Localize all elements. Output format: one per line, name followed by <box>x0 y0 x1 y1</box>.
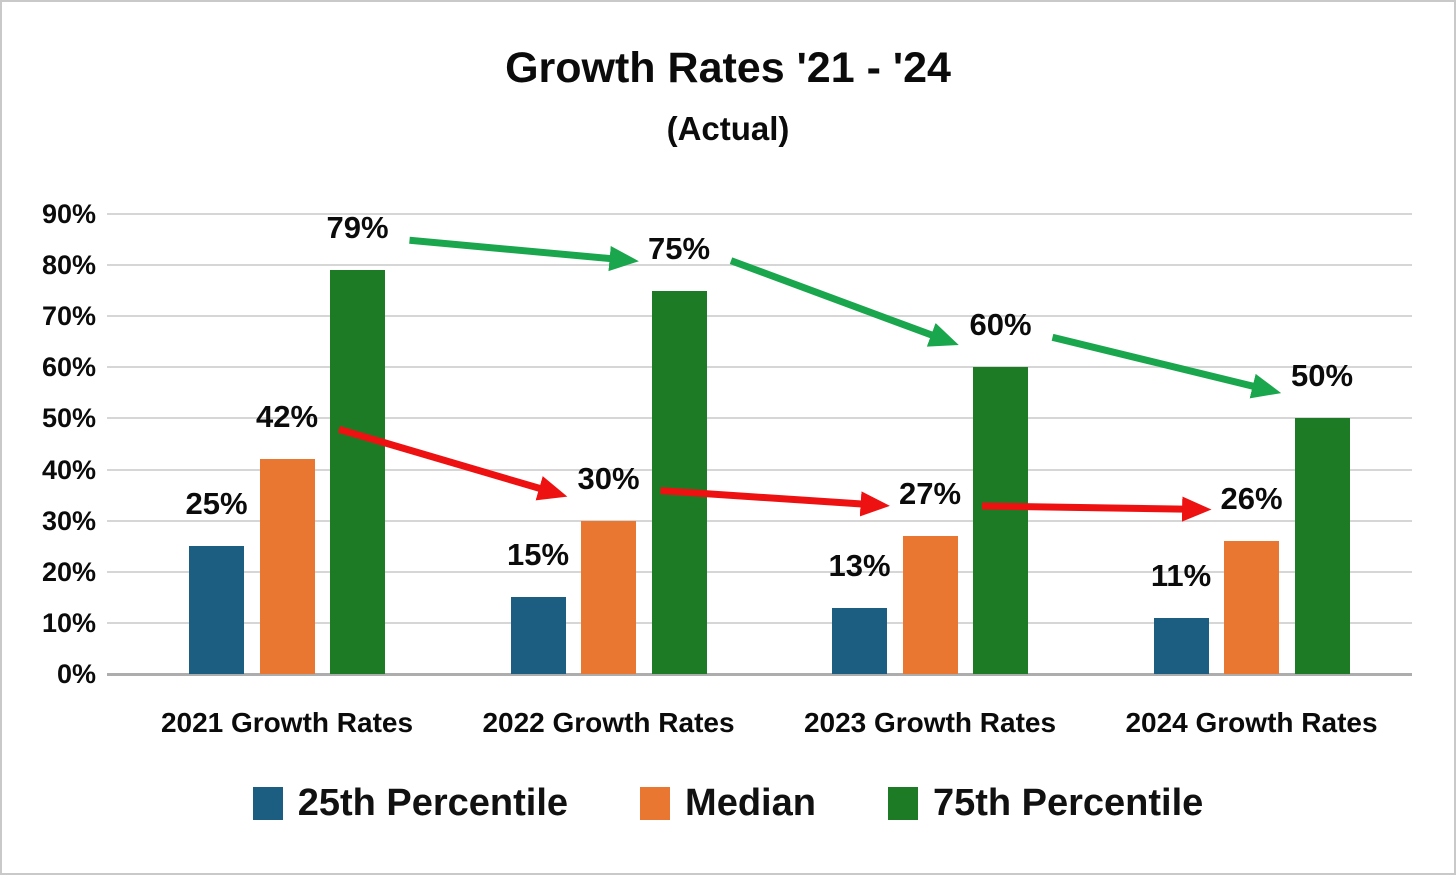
bar-value-label: 26% <box>1220 481 1283 517</box>
bar-median <box>259 459 315 674</box>
bar-75th-percentile <box>973 367 1028 674</box>
bar-median <box>1224 541 1279 674</box>
trend-arrow-segment <box>409 236 639 272</box>
legend-item: 25th Percentile <box>252 782 569 825</box>
y-axis-tick-label: 90% <box>41 199 96 229</box>
bar-75th-percentile <box>1294 418 1350 674</box>
legend-label: Median <box>685 782 816 824</box>
bar-value-label: 79% <box>326 210 389 246</box>
bar-value-label: 25% <box>185 486 248 522</box>
chart-subtitle: (Actual) <box>666 110 790 147</box>
bar-value-label: 13% <box>828 547 891 583</box>
y-axis-tick-label: 80% <box>41 250 96 281</box>
y-axis-tick-label: 70% <box>41 301 96 332</box>
bar-25th-percentile <box>510 597 566 674</box>
bar-value-label: 30% <box>577 460 640 496</box>
gridline <box>107 213 1412 215</box>
x-axis-category-label: 2023 Growth Rates <box>803 707 1057 738</box>
gridline <box>107 570 1412 573</box>
trend-arrow-segment <box>1051 333 1282 399</box>
gridline <box>107 315 1412 318</box>
legend-swatch <box>252 787 283 820</box>
y-axis-tick-label: 20% <box>41 556 96 587</box>
x-axis-category-label: 2021 Growth Rates <box>160 707 414 738</box>
bar-value-label: 11% <box>1150 557 1212 593</box>
x-axis-baseline <box>107 673 1412 676</box>
legend-label: 25th Percentile <box>297 782 569 824</box>
bar-value-label: 60% <box>969 307 1032 343</box>
trend-arrow-segment <box>729 257 959 347</box>
legend-swatch <box>640 787 671 820</box>
bar-median <box>581 520 636 674</box>
bar-25th-percentile <box>832 607 887 674</box>
legend: 25th Percentile Median 75th Percentile <box>2 782 1454 825</box>
bar-value-label: 15% <box>506 537 570 573</box>
y-axis-tick-label: 60% <box>41 352 96 383</box>
bar-75th-percentile <box>330 270 385 674</box>
gridline <box>107 468 1412 471</box>
legend-item: Median <box>640 782 816 825</box>
legend-label: 75th Percentile <box>932 782 1204 824</box>
y-axis-tick-label: 40% <box>41 454 96 485</box>
legend-swatch <box>887 787 918 820</box>
gridline <box>107 417 1412 420</box>
bar-median <box>902 536 958 674</box>
gridline <box>107 621 1412 624</box>
y-axis-tick-label: 0% <box>56 659 96 689</box>
chart-title: Growth Rates '21 - '24 <box>505 44 951 92</box>
x-axis-category-label: 2024 Growth Rates <box>1125 707 1378 738</box>
y-axis-tick-label: 30% <box>41 505 96 536</box>
x-axis-category-label: 2022 Growth Rates <box>482 707 735 738</box>
bar-value-label: 50% <box>1290 358 1354 394</box>
gridline <box>107 366 1412 369</box>
bar-value-label: 75% <box>647 230 711 266</box>
bar-value-label: 42% <box>255 399 319 435</box>
y-axis-tick-label: 10% <box>41 607 96 638</box>
legend-item: 75th Percentile <box>887 782 1204 825</box>
bar-25th-percentile <box>1153 617 1209 674</box>
bar-value-label: 27% <box>898 476 962 511</box>
gridline <box>107 519 1412 522</box>
bar-75th-percentile <box>651 290 707 674</box>
y-axis-tick-label: 50% <box>41 403 96 434</box>
bar-25th-percentile <box>189 546 244 674</box>
gridline <box>107 264 1412 267</box>
